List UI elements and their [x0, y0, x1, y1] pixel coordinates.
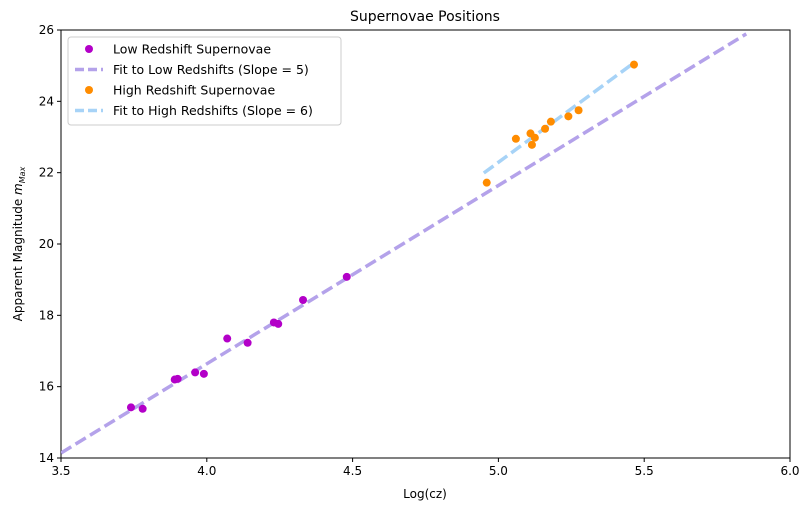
- y-tick-label: 22: [39, 166, 54, 180]
- data-point-series-0: [342, 272, 351, 281]
- data-point-series-0: [191, 368, 200, 377]
- fit-line-1: [61, 32, 748, 455]
- x-tick-label: 4.5: [343, 464, 362, 478]
- fit-lines-layer: [61, 32, 748, 455]
- y-axis-label-subscript: Max: [18, 166, 27, 183]
- data-point-series-2: [482, 178, 491, 187]
- y-tick-label: 24: [39, 94, 54, 108]
- data-point-series-0: [173, 374, 182, 383]
- data-point-series-0: [299, 295, 308, 304]
- y-axis-label-math: m: [11, 183, 25, 195]
- y-tick-label: 14: [39, 451, 54, 465]
- legend-marker-swatch: [85, 45, 93, 53]
- legend-entry-label: Fit to High Redshifts (Slope = 6): [113, 103, 313, 118]
- y-axis-label-main: Apparent Magnitude: [11, 195, 25, 321]
- data-point-series-2: [574, 106, 583, 115]
- legend-box: [67, 36, 342, 126]
- data-point-series-0: [199, 369, 208, 378]
- y-tick-label: 18: [39, 308, 54, 322]
- x-axis-ticks: 3.5 4.0 4.5 5.0 5.5 6.0: [51, 458, 800, 478]
- y-axis-label: Apparent Magnitude mMax: [11, 166, 27, 321]
- data-point-series-0: [274, 319, 283, 328]
- data-point-series-2: [629, 60, 638, 69]
- legend: Low Redshift Supernovae Fit to Low Redshi…: [67, 36, 342, 126]
- data-point-series-0: [126, 403, 135, 412]
- chart-title: Supernovae Positions: [350, 9, 500, 25]
- y-tick-label: 26: [39, 23, 54, 37]
- x-tick-label: 4.0: [197, 464, 216, 478]
- y-tick-label: 16: [39, 380, 54, 394]
- data-point-series-2: [511, 134, 520, 143]
- legend-entry-label: Fit to Low Redshifts (Slope = 5): [113, 62, 309, 77]
- data-point-series-2: [546, 117, 555, 126]
- fit-line-3: [482, 60, 637, 175]
- data-point-series-0: [243, 338, 252, 347]
- data-point-series-0: [138, 404, 147, 413]
- legend-entry-label: Low Redshift Supernovae: [113, 42, 271, 57]
- points-layer: [126, 60, 638, 413]
- legend-marker-swatch: [85, 86, 93, 94]
- y-axis-ticks: 14 16 18 20 22 24 26: [39, 23, 61, 465]
- legend-entry-label: High Redshift Supernovae: [113, 83, 275, 98]
- data-point-series-2: [530, 133, 539, 142]
- data-point-series-2: [564, 112, 573, 121]
- x-tick-label: 6.0: [780, 464, 799, 478]
- x-tick-label: 3.5: [51, 464, 70, 478]
- data-point-series-0: [223, 334, 232, 343]
- data-point-series-2: [541, 124, 550, 133]
- x-tick-label: 5.5: [635, 464, 654, 478]
- y-tick-label: 20: [39, 237, 54, 251]
- x-axis-label: Log(cz): [403, 487, 447, 501]
- data-point-series-2: [527, 140, 536, 149]
- x-tick-label: 5.0: [489, 464, 508, 478]
